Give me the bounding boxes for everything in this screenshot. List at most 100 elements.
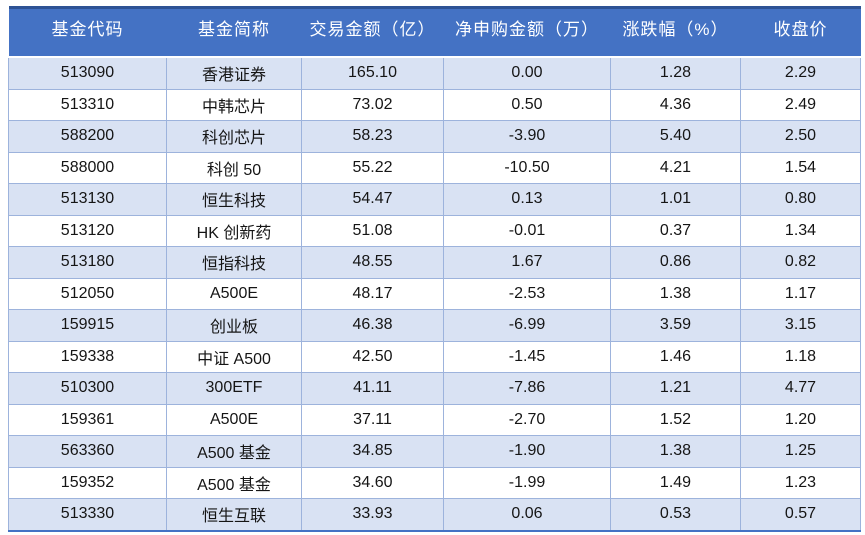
cell-fund-code: 563360 (8, 435, 167, 468)
table-row: 159361 A500E 37.11 -2.70 1.52 1.20 (8, 403, 861, 436)
table-header: 基金代码 基金简称 交易金额（亿） 净申购金额（万） 涨跌幅（%） 收盘价 (8, 6, 861, 58)
cell-trade-amount-yi: 34.85 (301, 435, 444, 468)
cell-net-subscription-wan: -2.53 (443, 277, 611, 310)
table-row: 563360 A500 基金 34.85 -1.90 1.38 1.25 (8, 435, 861, 468)
cell-close-price: 2.50 (740, 120, 861, 153)
cell-fund-name: 中证 A500 (166, 340, 302, 373)
cell-fund-name: A500E (166, 277, 302, 310)
cell-close-price: 1.20 (740, 403, 861, 436)
cell-change-pct: 1.38 (610, 277, 741, 310)
cell-fund-code: 588200 (8, 120, 167, 153)
cell-fund-code: 513310 (8, 88, 167, 121)
cell-fund-code: 513120 (8, 214, 167, 247)
cell-change-pct: 0.37 (610, 214, 741, 247)
cell-fund-code: 159352 (8, 466, 167, 499)
cell-close-price: 1.18 (740, 340, 861, 373)
cell-fund-name: 300ETF (166, 372, 302, 405)
cell-net-subscription-wan: -0.01 (443, 214, 611, 247)
cell-close-price: 0.82 (740, 246, 861, 279)
cell-close-price: 2.29 (740, 56, 861, 90)
fund-table: 基金代码 基金简称 交易金额（亿） 净申购金额（万） 涨跌幅（%） 收盘价 51… (8, 6, 861, 532)
cell-trade-amount-yi: 46.38 (301, 309, 444, 342)
cell-trade-amount-yi: 73.02 (301, 88, 444, 121)
cell-close-price: 0.57 (740, 498, 861, 532)
cell-net-subscription-wan: -2.70 (443, 403, 611, 436)
cell-fund-name: HK 创新药 (166, 214, 302, 247)
cell-change-pct: 1.49 (610, 466, 741, 499)
table-row: 513120 HK 创新药 51.08 -0.01 0.37 1.34 (8, 214, 861, 247)
cell-net-subscription-wan: -1.90 (443, 435, 611, 468)
cell-close-price: 1.25 (740, 435, 861, 468)
table-body: 513090 香港证券 165.10 0.00 1.28 2.29 513310… (8, 56, 861, 532)
cell-fund-name: 科创 50 (166, 151, 302, 184)
table-row: 513090 香港证券 165.10 0.00 1.28 2.29 (8, 56, 861, 90)
cell-change-pct: 1.21 (610, 372, 741, 405)
table-row: 513330 恒生互联 33.93 0.06 0.53 0.57 (8, 498, 861, 532)
table-row: 588200 科创芯片 58.23 -3.90 5.40 2.50 (8, 120, 861, 153)
cell-close-price: 4.77 (740, 372, 861, 405)
cell-change-pct: 0.53 (610, 498, 741, 532)
cell-close-price: 1.23 (740, 466, 861, 499)
cell-trade-amount-yi: 41.11 (301, 372, 444, 405)
cell-fund-name: A500E (166, 403, 302, 436)
table-row: 513130 恒生科技 54.47 0.13 1.01 0.80 (8, 183, 861, 216)
cell-fund-code: 513130 (8, 183, 167, 216)
cell-change-pct: 1.28 (610, 56, 741, 90)
cell-net-subscription-wan: -6.99 (443, 309, 611, 342)
cell-change-pct: 1.46 (610, 340, 741, 373)
cell-net-subscription-wan: -1.45 (443, 340, 611, 373)
col-header-net-subscription: 净申购金额（万） (443, 6, 611, 58)
cell-trade-amount-yi: 37.11 (301, 403, 444, 436)
cell-trade-amount-yi: 51.08 (301, 214, 444, 247)
cell-fund-name: 科创芯片 (166, 120, 302, 153)
cell-close-price: 1.54 (740, 151, 861, 184)
cell-trade-amount-yi: 48.17 (301, 277, 444, 310)
cell-net-subscription-wan: 1.67 (443, 246, 611, 279)
cell-close-price: 3.15 (740, 309, 861, 342)
cell-fund-code: 513330 (8, 498, 167, 532)
cell-close-price: 1.34 (740, 214, 861, 247)
cell-net-subscription-wan: 0.13 (443, 183, 611, 216)
cell-fund-name: 恒生科技 (166, 183, 302, 216)
cell-net-subscription-wan: 0.50 (443, 88, 611, 121)
cell-trade-amount-yi: 55.22 (301, 151, 444, 184)
cell-fund-code: 513180 (8, 246, 167, 279)
col-header-change-pct: 涨跌幅（%） (610, 6, 741, 58)
cell-change-pct: 4.21 (610, 151, 741, 184)
cell-trade-amount-yi: 34.60 (301, 466, 444, 499)
cell-fund-code: 159338 (8, 340, 167, 373)
table-row: 159338 中证 A500 42.50 -1.45 1.46 1.18 (8, 340, 861, 373)
cell-trade-amount-yi: 54.47 (301, 183, 444, 216)
table-row: 510300 300ETF 41.11 -7.86 1.21 4.77 (8, 372, 861, 405)
cell-net-subscription-wan: -1.99 (443, 466, 611, 499)
cell-change-pct: 1.52 (610, 403, 741, 436)
cell-change-pct: 4.36 (610, 88, 741, 121)
fund-table-container: 基金代码 基金简称 交易金额（亿） 净申购金额（万） 涨跌幅（%） 收盘价 51… (8, 6, 861, 532)
cell-fund-code: 510300 (8, 372, 167, 405)
header-row: 基金代码 基金简称 交易金额（亿） 净申购金额（万） 涨跌幅（%） 收盘价 (8, 6, 861, 58)
table-row: 159352 A500 基金 34.60 -1.99 1.49 1.23 (8, 466, 861, 499)
cell-net-subscription-wan: -10.50 (443, 151, 611, 184)
cell-fund-code: 159361 (8, 403, 167, 436)
table-row: 513310 中韩芯片 73.02 0.50 4.36 2.49 (8, 88, 861, 121)
cell-fund-code: 513090 (8, 56, 167, 90)
col-header-close-price: 收盘价 (740, 6, 861, 58)
cell-fund-code: 512050 (8, 277, 167, 310)
cell-fund-name: A500 基金 (166, 466, 302, 499)
col-header-fund-code: 基金代码 (8, 6, 167, 58)
col-header-trade-amount: 交易金额（亿） (301, 6, 444, 58)
cell-fund-code: 588000 (8, 151, 167, 184)
cell-change-pct: 5.40 (610, 120, 741, 153)
cell-change-pct: 1.01 (610, 183, 741, 216)
cell-net-subscription-wan: -7.86 (443, 372, 611, 405)
col-header-fund-name: 基金简称 (166, 6, 302, 58)
cell-trade-amount-yi: 42.50 (301, 340, 444, 373)
cell-fund-name: 中韩芯片 (166, 88, 302, 121)
cell-trade-amount-yi: 165.10 (301, 56, 444, 90)
cell-net-subscription-wan: -3.90 (443, 120, 611, 153)
cell-fund-name: 恒指科技 (166, 246, 302, 279)
cell-trade-amount-yi: 58.23 (301, 120, 444, 153)
cell-fund-code: 159915 (8, 309, 167, 342)
cell-trade-amount-yi: 33.93 (301, 498, 444, 532)
cell-change-pct: 0.86 (610, 246, 741, 279)
